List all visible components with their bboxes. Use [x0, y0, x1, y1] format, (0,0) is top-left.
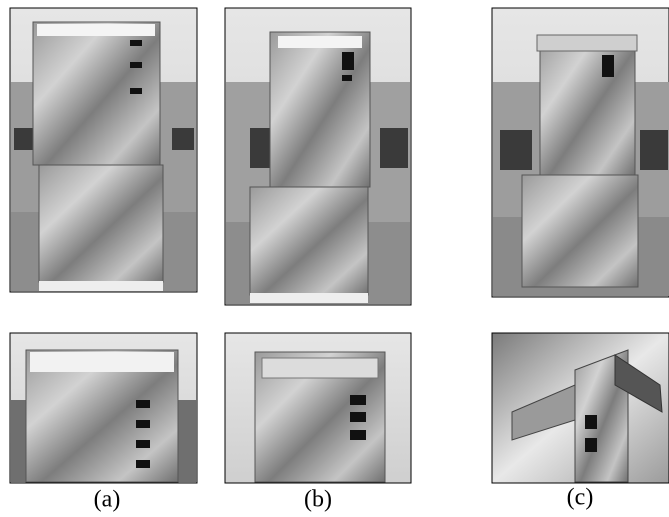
- panel-label: (c): [567, 485, 594, 511]
- photo-c-bottom: [491, 332, 669, 484]
- photo-b-bottom: [224, 332, 412, 484]
- photo-c-top: [491, 7, 669, 298]
- photo-a-top: [9, 7, 198, 293]
- panel-label: (b): [304, 487, 332, 513]
- photo-a-bottom: [9, 332, 198, 484]
- panel-label: (a): [94, 487, 121, 513]
- photo-b-top: [224, 7, 412, 306]
